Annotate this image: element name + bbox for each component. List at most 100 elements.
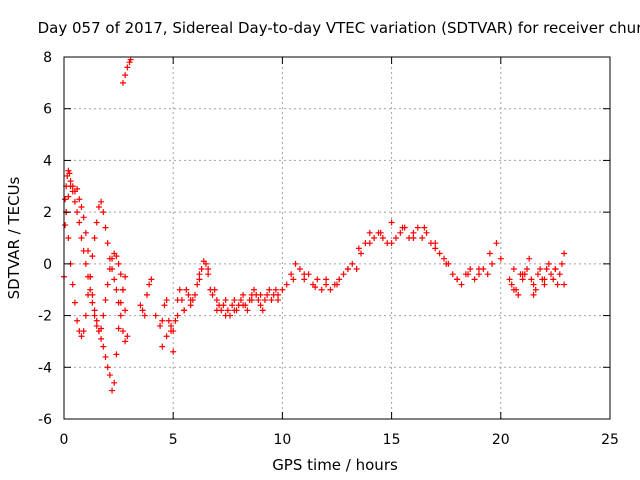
data-point: [432, 240, 439, 247]
data-point: [85, 273, 92, 280]
data-point: [323, 281, 330, 288]
data-point: [292, 260, 299, 267]
data-point: [115, 299, 122, 306]
data-point: [561, 250, 568, 257]
data-point: [530, 281, 537, 288]
data-point: [392, 235, 399, 241]
data-point: [82, 229, 89, 236]
data-point: [489, 260, 496, 267]
data-point: [82, 312, 89, 319]
data-point: [187, 302, 194, 309]
data-point: [264, 291, 271, 298]
data-point: [66, 170, 73, 177]
data-point: [93, 317, 100, 324]
data-point: [423, 229, 430, 236]
data-point: [257, 291, 264, 298]
data-point: [100, 343, 107, 350]
y-tick-label: -6: [38, 412, 52, 428]
data-point: [127, 56, 134, 63]
data-point: [205, 271, 212, 278]
data-point: [240, 291, 247, 298]
data-point: [537, 266, 544, 273]
data-point: [91, 235, 98, 241]
data-point: [62, 222, 69, 229]
data-point: [554, 281, 561, 288]
data-point: [115, 325, 122, 332]
data-point: [371, 235, 378, 241]
data-point: [257, 302, 264, 309]
data-point: [205, 266, 212, 273]
x-axis-label: GPS time / hours: [272, 456, 398, 474]
data-point: [530, 291, 537, 298]
data-point: [202, 260, 209, 267]
data-point: [196, 276, 203, 283]
data-point: [161, 302, 168, 309]
data-point: [231, 297, 238, 304]
data-point: [524, 266, 531, 273]
data-point: [170, 348, 177, 355]
data-point: [399, 224, 406, 231]
data-point: [194, 281, 201, 288]
data-point: [104, 240, 111, 247]
data-point: [443, 260, 450, 267]
data-point: [85, 291, 92, 298]
data-point: [222, 312, 229, 319]
data-point: [80, 328, 87, 335]
data-point: [484, 271, 491, 278]
data-point: [251, 286, 258, 293]
data-point: [419, 235, 426, 241]
data-points: [61, 56, 568, 394]
data-point: [318, 286, 325, 293]
data-point: [528, 276, 535, 283]
data-point: [69, 188, 76, 195]
data-point: [78, 235, 85, 241]
data-point: [510, 286, 517, 293]
data-point: [152, 312, 159, 319]
data-point: [119, 328, 126, 335]
data-point: [106, 266, 113, 273]
data-point: [122, 273, 129, 280]
data-point: [556, 271, 563, 278]
data-point: [183, 286, 190, 293]
data-point: [98, 198, 105, 205]
data-point: [211, 286, 218, 293]
data-point: [436, 250, 443, 257]
data-point: [421, 224, 428, 231]
data-point: [458, 281, 465, 288]
data-point: [74, 209, 81, 216]
data-point: [355, 245, 362, 252]
data-point: [519, 271, 526, 278]
x-tick-label: 15: [383, 432, 401, 448]
data-point: [87, 286, 94, 293]
data-point: [62, 196, 69, 203]
data-point: [558, 260, 565, 267]
data-point: [272, 286, 279, 293]
y-tick-label: -2: [38, 309, 52, 325]
data-point: [475, 271, 482, 278]
data-point: [279, 286, 286, 293]
data-point: [196, 271, 203, 278]
data-point: [548, 271, 555, 278]
data-point: [111, 276, 118, 283]
data-point: [157, 322, 164, 329]
data-point: [89, 253, 96, 260]
data-point: [340, 271, 347, 278]
data-point: [526, 255, 533, 262]
data-point: [170, 328, 177, 335]
data-point: [336, 276, 343, 283]
data-point: [89, 299, 96, 306]
data-point: [176, 286, 183, 293]
x-tick-label: 5: [169, 432, 178, 448]
data-point: [95, 203, 102, 210]
data-point: [224, 307, 231, 314]
data-point: [185, 291, 192, 298]
data-point: [220, 302, 227, 309]
data-point: [213, 297, 220, 304]
data-point: [543, 266, 550, 273]
data-point: [91, 312, 98, 319]
data-point: [541, 276, 548, 283]
data-point: [508, 281, 515, 288]
data-point: [76, 196, 83, 203]
data-point: [377, 229, 384, 236]
data-point: [113, 351, 120, 358]
